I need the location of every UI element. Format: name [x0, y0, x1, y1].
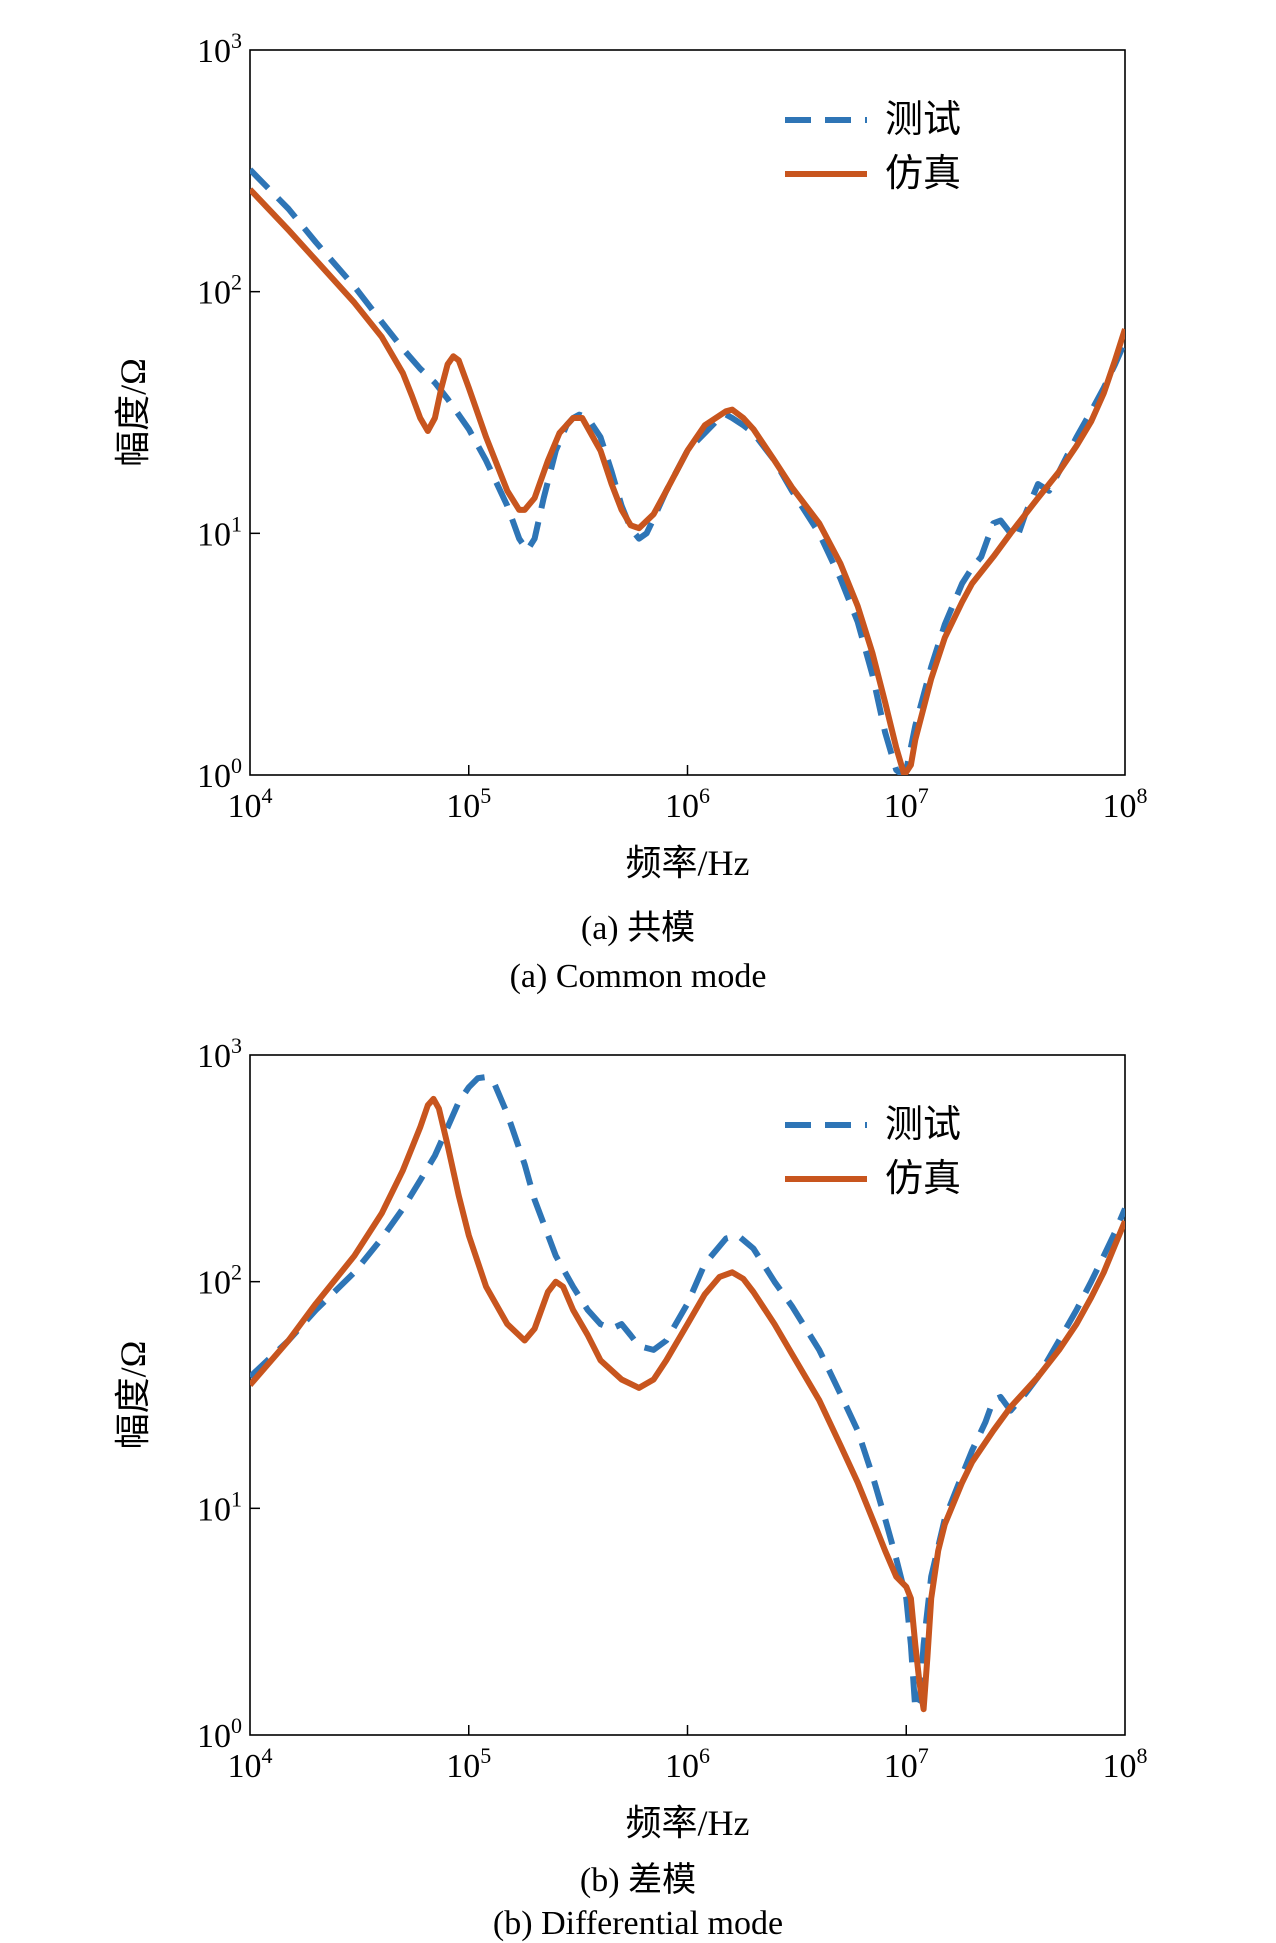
caption-cn: (a) 共模 [580, 910, 696, 947]
x-axis-label: 频率/Hz [626, 1803, 750, 1843]
y-tick-label: 102 [197, 270, 242, 312]
y-tick-label: 101 [197, 511, 242, 553]
x-axis-label: 频率/Hz [626, 843, 750, 883]
panel-common-mode: 104 105 106 107 108 100 101 102 103 频率/Hz 幅度/Ω 测试 仿真… [113, 28, 1148, 995]
caption-en: (b) Differential mode [492, 1905, 784, 1942]
caption-cn: (b) 差模 [579, 1862, 697, 1899]
x-tick-label: 104 [228, 1743, 273, 1785]
plot-frame [249, 1054, 1126, 1736]
y-tick-label: 101 [197, 1486, 242, 1528]
y-tick-label: 102 [197, 1260, 242, 1302]
plot-frame [249, 49, 1126, 776]
legend-label: 测试 [885, 99, 961, 141]
series-line-measured [250, 1074, 1125, 1713]
panel-differential-mode: 104 105 106 107 108 100 101 102 103 频率/Hz 幅度/Ω 测试 仿真… [0, 1010, 1276, 1942]
x-tick-label: 107 [884, 1743, 929, 1785]
x-tick-label: 106 [665, 1743, 710, 1785]
x-tick-label: 108 [1103, 1743, 1148, 1785]
y-tick-label: 103 [197, 28, 242, 70]
y-axis-label: 幅度/Ω [113, 358, 153, 467]
x-tick-label: 106 [665, 783, 710, 825]
x-tick-label: 105 [446, 1743, 491, 1785]
legend-label: 仿真 [885, 153, 961, 195]
series-line-simulated [250, 1095, 1125, 1713]
y-axis-label: 幅度/Ω [113, 1341, 153, 1450]
x-tick-label: 105 [446, 783, 491, 825]
series-line-simulated [250, 187, 1125, 775]
caption-en: (a) Common mode [509, 958, 767, 995]
legend-label: 测试 [885, 1104, 961, 1146]
x-tick-label: 108 [1103, 783, 1148, 825]
legend-label: 仿真 [885, 1158, 961, 1200]
y-tick-label: 103 [197, 1033, 242, 1075]
x-tick-label: 107 [884, 783, 929, 825]
x-tick-label: 104 [228, 783, 273, 825]
series-line-measured [250, 167, 1125, 775]
